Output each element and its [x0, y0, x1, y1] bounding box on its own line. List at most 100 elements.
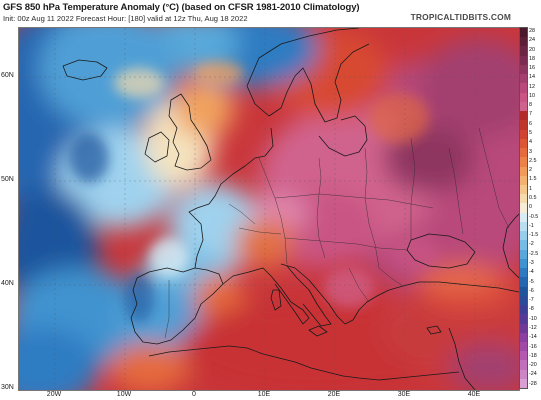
colorbar-tick-label: 7	[529, 111, 532, 118]
colorbar-tick-label: -7	[529, 297, 534, 304]
colorbar-tick-label: 5	[529, 130, 532, 137]
colorbar-tick-label: -6	[529, 287, 534, 294]
colorbar-swatch	[520, 138, 527, 149]
colorbar-tick-label: -3	[529, 259, 534, 266]
colorbar-tick-label: -8	[529, 306, 534, 313]
colorbar-swatch	[520, 64, 527, 75]
colorbar-tick-label: -0.5	[529, 213, 539, 220]
colorbar-swatch	[520, 74, 527, 84]
colorbar-swatch	[520, 46, 527, 56]
colorbar-swatch	[520, 378, 527, 389]
colorbar-tick-label: 18	[529, 55, 535, 62]
colorbar-tick-label: 20	[529, 46, 535, 53]
colorbar-swatch	[520, 249, 527, 259]
colorbar-tick-label: 0.5	[529, 195, 537, 201]
colorbar-swatch	[520, 37, 527, 47]
colorbar-swatch	[520, 341, 527, 352]
colorbar-swatch	[520, 120, 527, 130]
colorbar-swatch	[520, 277, 527, 287]
colorbar-tick-label: -1	[529, 222, 534, 229]
colorbar-swatch	[520, 129, 527, 139]
lon-label-20w: 20W	[46, 391, 62, 398]
colorbar-swatch	[520, 148, 527, 158]
lat-label-60n: 60N	[1, 72, 14, 79]
lon-label-0: 0	[192, 391, 196, 398]
anomaly-map	[18, 27, 520, 391]
colorbar-swatch	[520, 101, 527, 112]
colorbar-tick-label: -2.5	[529, 250, 539, 257]
colorbar-tick-label: 10	[529, 92, 535, 99]
lat-label-40n: 40N	[1, 280, 14, 287]
colorbar-swatch	[520, 221, 527, 232]
anomaly-detail	[69, 61, 439, 323]
colorbar-tick-label: 12	[529, 83, 535, 90]
colorbar-swatch	[520, 231, 527, 241]
colorbar-swatch	[520, 258, 527, 269]
colorbar-swatch	[520, 166, 527, 176]
graticule	[19, 28, 519, 390]
colorbar-tick-label: -16	[529, 343, 537, 350]
colorbar-swatch	[520, 157, 527, 167]
colorbar-swatch	[520, 314, 527, 324]
lon-label-10e: 10E	[257, 391, 271, 398]
lon-label-10w: 10W	[116, 391, 132, 398]
colorbar-tick-label: 1.5	[529, 176, 537, 183]
colorbar-tick-label: -10	[529, 315, 537, 322]
colorbar-tick-label: -24	[529, 371, 537, 378]
colorbar-tick-label: 3	[529, 148, 532, 155]
country-borders	[164, 127, 510, 339]
lon-label-20e: 20E	[327, 391, 341, 398]
map-title: GFS 850 hPa Temperature Anomaly (°C) (ba…	[3, 2, 360, 13]
colorbar-swatch	[520, 28, 527, 38]
colorbar-labels: 28 24 20 18 16 14 12 10 8 7 6 5 4 3 2.5 2 1.5 1 0.5 0 -0.5 -1…	[529, 27, 541, 389]
colorbar-swatch	[520, 332, 527, 342]
colorbar-tick-label: 0	[529, 204, 532, 211]
colorbar-tick-label: 8	[529, 102, 532, 109]
colorbar-tick-label: 4	[529, 139, 532, 146]
colorbar-swatch	[520, 111, 527, 121]
lat-label-50n: 50N	[1, 176, 14, 183]
colorbar-tick-label: 1	[529, 185, 532, 192]
colorbar-tick-label: -5	[529, 278, 534, 285]
lon-label-30e: 30E	[397, 391, 411, 398]
colorbar-tick-label: -4	[529, 269, 534, 276]
colorbar-swatch	[520, 212, 527, 222]
colorbar-swatch	[520, 351, 527, 361]
colorbar-swatch	[520, 203, 527, 213]
colorbar-tick-label: 24	[529, 37, 535, 44]
colorbar-tick-label: -14	[529, 334, 537, 341]
chart-header: GFS 850 hPa Temperature Anomaly (°C) (ba…	[0, 0, 541, 26]
colorbar-tick-label: -28	[529, 380, 537, 387]
colorbar-swatch	[520, 194, 527, 204]
colorbar	[519, 27, 528, 389]
colorbar-tick-label: 2.5	[529, 157, 537, 164]
colorbar-tick-label: -1.5	[529, 232, 539, 239]
colorbar-swatch	[520, 323, 527, 333]
colorbar-tick-label: 14	[529, 74, 535, 81]
colorbar-swatch	[520, 369, 527, 379]
lat-label-30n: 30N	[1, 384, 14, 391]
colorbar-tick-label: 28	[529, 27, 535, 34]
colorbar-tick-label: -20	[529, 362, 537, 369]
colorbar-swatch	[520, 268, 527, 278]
lon-label-40e: 40E	[467, 391, 481, 398]
coastlines	[62, 28, 519, 390]
colorbar-swatch	[520, 286, 527, 296]
colorbar-swatch	[520, 240, 527, 250]
colorbar-swatch	[520, 175, 527, 185]
colorbar-tick-label: 2	[529, 167, 532, 174]
colorbar-swatch	[520, 184, 527, 195]
run-info: Init: 00z Aug 11 2022 Forecast Hour: [18…	[3, 14, 248, 23]
colorbar-swatch	[520, 92, 527, 102]
colorbar-swatch	[520, 83, 527, 93]
colorbar-swatch	[520, 305, 527, 315]
colorbar-swatch	[520, 295, 527, 306]
colorbar-tick-label: 6	[529, 120, 532, 127]
site-brand: TROPICALTIDBITS.COM	[410, 12, 511, 22]
colorbar-swatch	[520, 360, 527, 370]
colorbar-tick-label: -2	[529, 241, 534, 248]
colorbar-swatch	[520, 55, 527, 65]
colorbar-tick-label: 16	[529, 65, 535, 72]
colorbar-tick-label: -12	[529, 324, 537, 331]
colorbar-tick-label: -18	[529, 352, 537, 359]
